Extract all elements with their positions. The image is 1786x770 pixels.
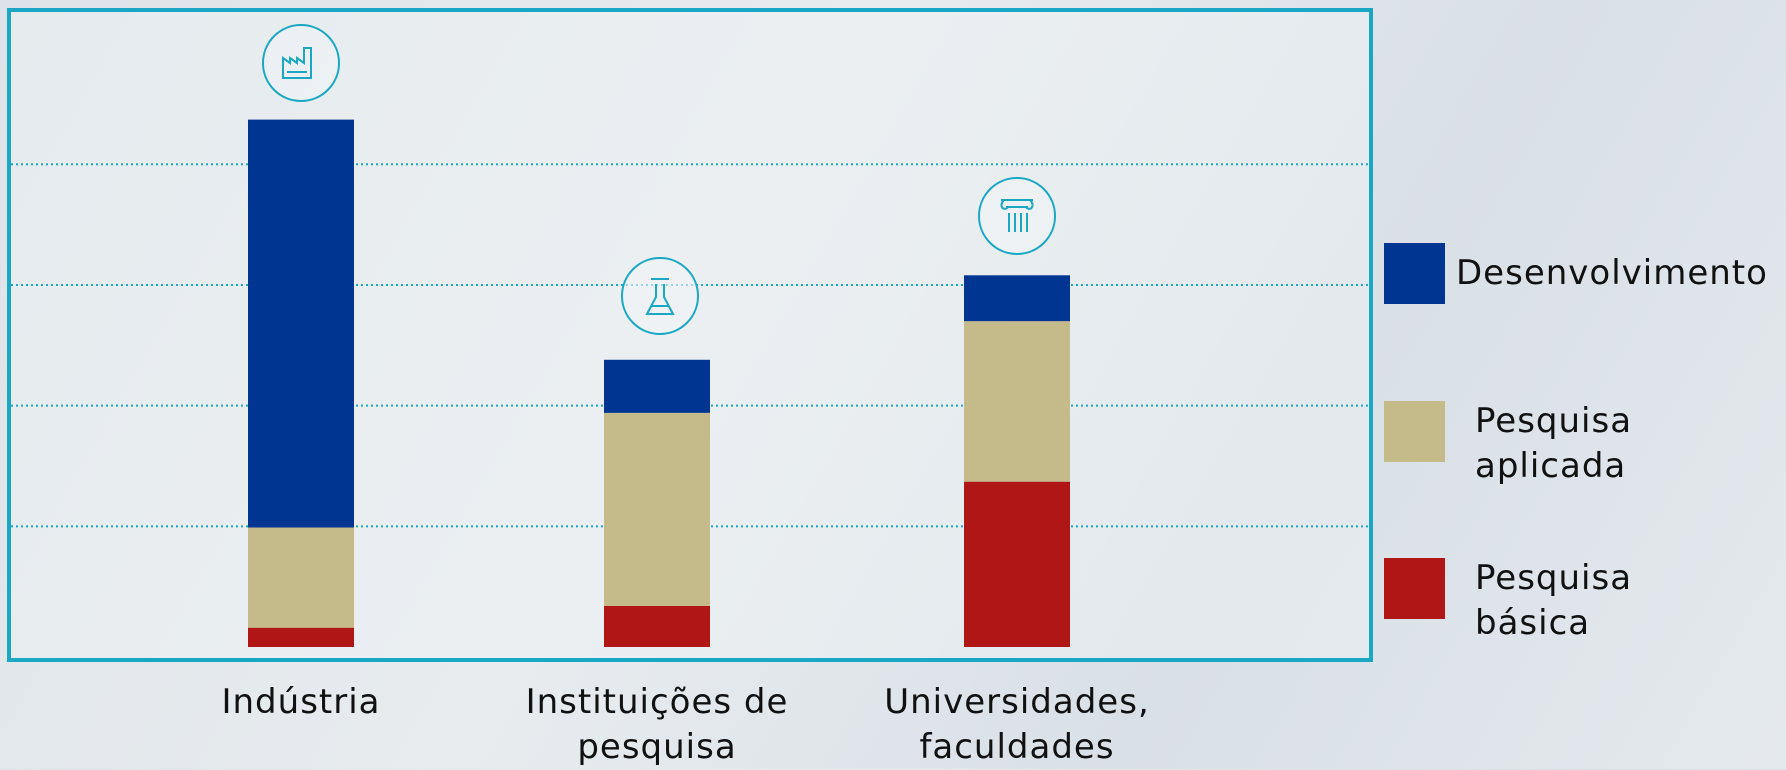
legend-label: Desenvolvimento xyxy=(1456,253,1768,293)
icons xyxy=(262,24,1056,335)
legend-label: Pesquisa aplicada xyxy=(1475,401,1633,486)
legend-swatch xyxy=(1384,558,1445,619)
flask-icon xyxy=(621,257,699,335)
bar-segment xyxy=(248,627,354,647)
legend-swatch xyxy=(1384,243,1445,304)
x-tick-label: Universidades, faculdades xyxy=(884,682,1150,767)
bar-segment xyxy=(248,119,354,528)
bar-segment xyxy=(248,527,354,628)
bar-segment xyxy=(964,321,1070,482)
bar-segment xyxy=(604,605,710,647)
x-tick-label: Instituições de pesquisa xyxy=(525,682,789,767)
x-tick-label: Indústria xyxy=(221,682,381,722)
factory-icon xyxy=(262,24,340,102)
bar-segment xyxy=(604,412,710,606)
legend-swatch xyxy=(1384,401,1445,462)
bar-segment xyxy=(604,359,710,413)
legend-label: Pesquisa básica xyxy=(1475,558,1633,643)
bar-segment xyxy=(964,275,1070,322)
column-icon xyxy=(978,177,1056,255)
bar-segment xyxy=(964,481,1070,647)
